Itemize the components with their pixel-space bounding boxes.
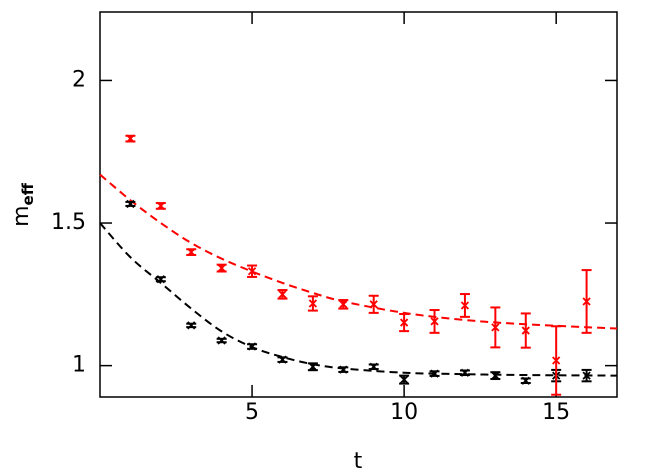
point-marker [278,355,287,364]
point-marker [339,365,348,374]
point-marker [521,376,530,385]
point-marker [278,290,287,299]
point-marker [187,247,196,257]
y-tick-label: 2 [72,67,86,92]
point-marker [521,326,530,335]
point-marker [187,321,196,330]
point-marker [217,263,226,273]
point-marker [308,362,318,371]
point-marker [126,199,135,209]
fit-curve [99,222,618,377]
point-marker [399,318,409,327]
x-tick-label: 5 [245,400,259,425]
plot-frame [99,11,618,398]
point-marker [460,368,470,377]
point-marker [217,336,226,345]
point-marker [247,267,257,276]
point-marker [126,134,135,143]
point-marker [430,369,439,378]
y-axis-label-sub: eff [19,182,37,205]
y-axis-label: meff [9,182,37,227]
x-tick-label: 10 [390,400,418,425]
point-marker [369,300,378,309]
x-axis-label: t [354,449,363,474]
point-marker [582,371,591,380]
point-marker [582,297,591,306]
point-marker [247,342,257,351]
point-marker [156,275,165,284]
fit-curve [99,173,618,330]
y-tick-label: 1.5 [51,210,86,235]
x-tick-label: 15 [542,400,570,425]
point-marker [430,317,439,326]
y-axis-label-main: m [9,205,34,226]
point-marker [491,371,500,380]
point-marker [339,300,348,309]
y-tick-label: 1 [72,353,86,378]
point-marker [369,362,378,371]
point-marker [552,356,561,365]
point-marker [491,323,500,332]
point-marker [308,299,318,308]
point-marker [156,201,165,211]
point-marker [460,301,470,310]
point-marker [399,375,409,384]
